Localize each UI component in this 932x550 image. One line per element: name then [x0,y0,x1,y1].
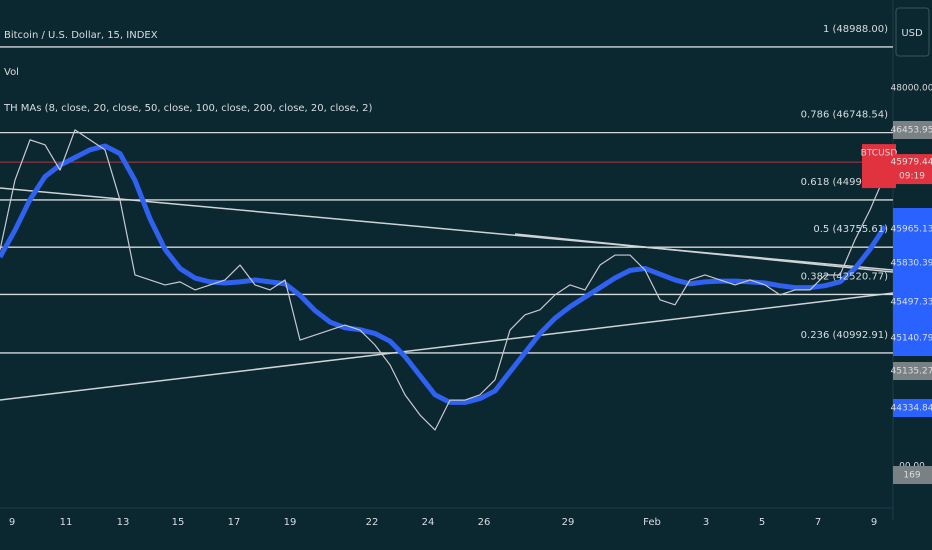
price-line [0,129,886,431]
price-tag-label: 45135.27 [891,367,932,377]
price-tag-label: 169 [903,471,920,481]
x-tick-label: 15 [172,517,185,528]
price-tag [893,399,932,417]
price-tag-label: 45140.79 [891,334,932,344]
price-tag-label: 45965.13 [891,225,932,235]
x-tick-label: 24 [422,517,435,528]
x-tick-label: 5 [759,517,765,528]
price-tag [893,329,932,347]
x-tick-label: 9 [9,517,15,528]
price-tag [893,121,932,139]
x-tick-label: 3 [703,517,709,528]
price-tag [893,293,932,311]
x-tick-label: Feb [643,517,661,528]
x-tick-label: 11 [60,517,73,528]
fib-label: 1 (48988.00) [823,24,888,35]
price-tag-label: 44334.84 [891,404,932,414]
x-tick-label: 7 [815,517,821,528]
price-tag [893,220,932,238]
fib-label: 0.618 (44990.52) [801,177,888,188]
chart-title: Bitcoin / U.S. Dollar, 15, INDEX [4,30,158,41]
x-tick-label: 22 [366,517,379,528]
price-tag-label: 45830.39 [891,259,932,269]
currency-button[interactable] [895,7,930,57]
plot [0,46,893,431]
price-tag-label: 46453.95 [891,126,932,136]
moving-average [0,143,888,405]
fib-label: 0.236 (40992.91) [801,330,888,341]
price-tag-label: 45497.33 [891,298,932,308]
fib-label: 0.5 (43755.61) [813,224,888,235]
trendline [0,292,894,401]
x-tick-label: 13 [117,517,130,528]
price-tag-label: 48000.00 [891,84,932,94]
indicator-label: TH MAs (8, close, 20, close, 50, close, … [3,103,372,114]
fib-label: 0.382 (42520.77) [801,271,888,282]
price-tag [893,362,932,380]
fib-label: 0.786 (46748.54) [801,110,888,121]
x-tick-label: 19 [284,517,297,528]
price-tag [893,154,932,185]
currency-label[interactable]: USD [901,28,923,39]
trendline [514,233,894,273]
current-price-label: 45979.44 [891,158,932,168]
price-tag [893,254,932,272]
x-tick-label: 29 [562,517,575,528]
volume-label: Vol [4,67,19,78]
price-tag [893,466,932,484]
x-tick-label: 26 [478,517,491,528]
symbol-label: BTCUSD [861,149,898,159]
countdown: 09:19 [899,172,925,182]
x-tick-label: 9 [871,517,877,528]
x-tick-label: 17 [228,517,241,528]
symbol-tag [862,144,896,189]
